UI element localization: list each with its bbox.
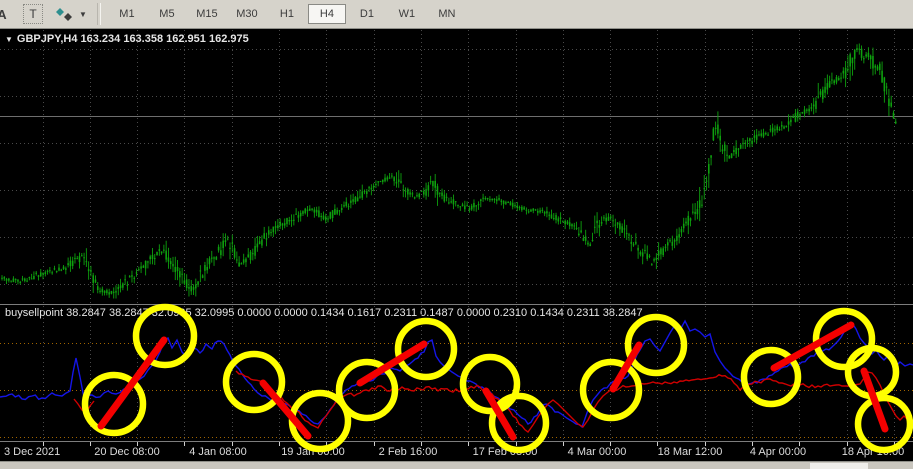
grid-lines [0, 30, 913, 440]
timeframe-button-w1[interactable]: W1 [398, 8, 416, 20]
toolbar-separator [96, 3, 101, 25]
text-label-icon[interactable]: T [23, 4, 43, 24]
axis-ticks [43, 442, 895, 446]
dropdown-caret-icon[interactable]: ▼ [79, 9, 87, 19]
indicator-values: 38.2847 38.2847 32.0995 32.0995 0.0000 0… [66, 307, 643, 319]
timeframe-button-h1[interactable]: H1 [279, 8, 294, 20]
indicator-name: buysellpoint [5, 307, 64, 319]
timeframe-button-d1[interactable]: D1 [359, 8, 374, 20]
signal-trend-line [97, 336, 168, 430]
indicator-header: buysellpoint 38.2847 38.2847 32.0995 32.… [5, 307, 643, 319]
date-label: 3 Dec 2021 [4, 446, 61, 458]
timeframe-button-mn[interactable]: MN [438, 8, 456, 20]
signal-trend-line [609, 341, 643, 393]
signal-circle [222, 350, 286, 414]
signal-circle [812, 307, 876, 371]
signal-circle [624, 313, 688, 377]
signal-circle [132, 303, 198, 369]
signal-circle [81, 371, 147, 437]
signal-circle [459, 353, 521, 415]
timeframe-button-h4[interactable]: H4 [307, 4, 346, 24]
date-label: 4 Apr 00:00 [749, 446, 807, 458]
chart-header: ▼ GBPJPY,H4 163.234 163.358 162.951 162.9… [5, 33, 249, 45]
timeframe-button-m30[interactable]: M30 [236, 8, 258, 20]
date-label: 18 Mar 12:00 [657, 446, 723, 458]
signal-circle [394, 317, 458, 381]
signal-trend-line [860, 367, 889, 433]
signal-trend-line [259, 379, 312, 440]
date-axis: 3 Dec 2021 20 Dec 08:00 4 Jan 08:00 19 Jan … [0, 442, 913, 461]
date-label: 4 Jan 08:00 [189, 446, 247, 458]
arrow-tool-icon[interactable]: A [0, 6, 7, 22]
indicator-line-fast-blue [0, 319, 913, 429]
timeframe-group: M1 M5 M15 M30 H1 H4 D1 W1 MN [107, 0, 467, 28]
signal-circle [854, 394, 913, 454]
shapes-tool-icon[interactable] [55, 5, 75, 23]
top-toolbar: A T ▼ M1 M5 M15 M30 H1 H4 D1 W1 MN [0, 0, 913, 29]
date-label: 4 Mar 00:00 [567, 446, 627, 458]
signal-circle [488, 392, 550, 454]
scrollbar-thumb[interactable] [810, 463, 868, 469]
timeframe-button-m5[interactable]: M5 [159, 8, 175, 20]
timeframe-button-m1[interactable]: M1 [119, 8, 135, 20]
candles [1, 43, 897, 299]
date-label: 2 Feb 16:00 [378, 446, 438, 458]
signal-circle [335, 358, 399, 422]
timeframe-button-m15[interactable]: M15 [196, 8, 218, 20]
signal-circle [740, 346, 802, 408]
signal-annotations [81, 303, 913, 454]
horizontal-scrollbar[interactable] [0, 461, 913, 469]
symbol-dropdown-icon[interactable]: ▼ [5, 35, 13, 44]
arrows-glyph [56, 8, 72, 21]
signal-trend-line [482, 387, 517, 441]
signal-circle [579, 358, 643, 422]
chart-header-text: GBPJPY,H4 163.234 163.358 162.951 162.97… [16, 33, 249, 45]
signal-trend-line [356, 340, 428, 387]
signal-trend-line [770, 321, 855, 372]
date-label: 20 Dec 08:00 [94, 446, 160, 458]
